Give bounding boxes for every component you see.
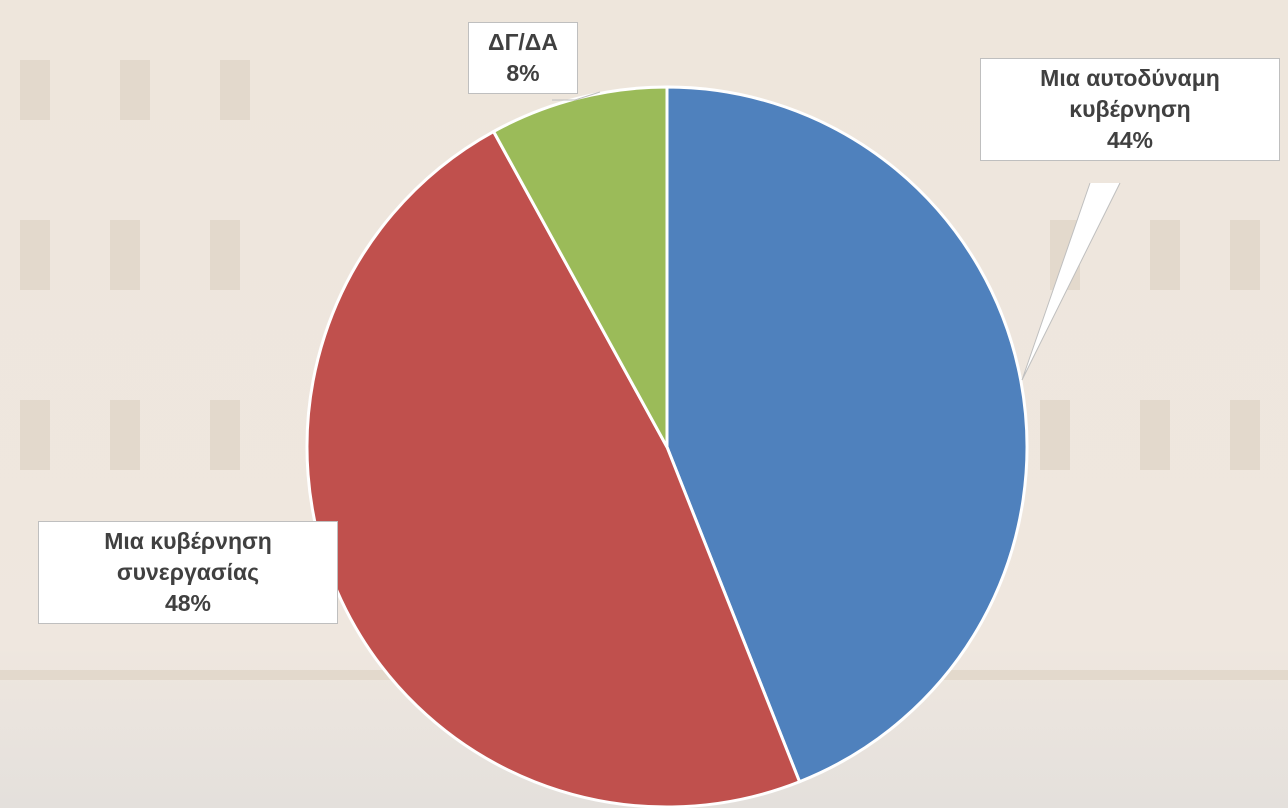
value-label: 8% (506, 60, 540, 86)
value-label: 44% (1106, 127, 1154, 153)
leader-lines (552, 91, 1121, 381)
category-name: ΔΓ/ΔΑ (488, 29, 558, 55)
data-label: Μια αυτοδύναμη κυβέρνηση 44% (980, 58, 1280, 161)
data-label: ΔΓ/ΔΑ 8% (468, 22, 578, 94)
pie-slice (665, 85, 1029, 784)
leader-line (1021, 182, 1121, 381)
pie (305, 85, 1029, 808)
category-name: Μια κυβέρνηση συνεργασίας (104, 528, 272, 585)
data-label: Μια κυβέρνηση συνεργασίας 48% (38, 521, 338, 624)
pie-slice (492, 85, 669, 449)
leader-line (552, 91, 601, 101)
value-label: 48% (164, 590, 212, 616)
pie-slice (305, 130, 802, 808)
category-name: Μια αυτοδύναμη κυβέρνηση (1040, 65, 1220, 122)
